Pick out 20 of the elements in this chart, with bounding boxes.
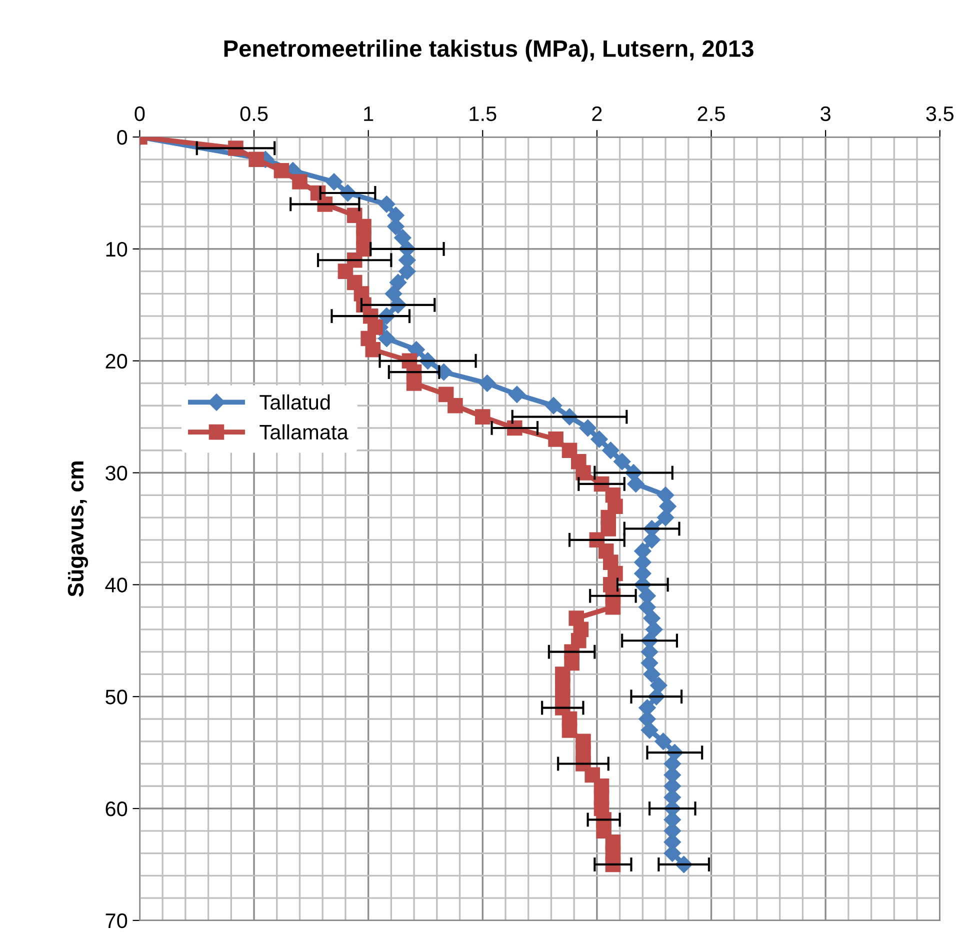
- y-tick-label: 50: [106, 690, 128, 704]
- y-tick-label: 30: [106, 466, 128, 481]
- x-tick-label: 2: [592, 106, 602, 121]
- x-tick-label: 0: [134, 106, 145, 122]
- legend-label: Tallamata: [260, 424, 348, 440]
- y-tick-label: 20: [106, 354, 128, 369]
- x-tick-label: 3.5: [926, 106, 954, 122]
- x-tick-label: 1: [364, 106, 374, 121]
- x-tick-label: 1.5: [470, 106, 496, 122]
- y-tick-label: 40: [105, 578, 128, 592]
- y-tick-label: 70: [106, 913, 128, 928]
- chart-title: Penetromeetriline takistus (MPa), Lutsern, 2013: [224, 40, 754, 62]
- x-tick-label: 0.5: [240, 106, 268, 122]
- legend-label: Tallatud: [260, 394, 330, 410]
- x-tick-label: 2.5: [698, 106, 725, 122]
- x-tick-label: 3: [820, 106, 830, 122]
- y-tick-label: 10: [106, 242, 128, 257]
- y-tick-label: 0: [117, 130, 128, 145]
- y-axis-title: Sügavus, cm: [68, 462, 88, 597]
- y-tick-label: 60: [106, 802, 128, 816]
